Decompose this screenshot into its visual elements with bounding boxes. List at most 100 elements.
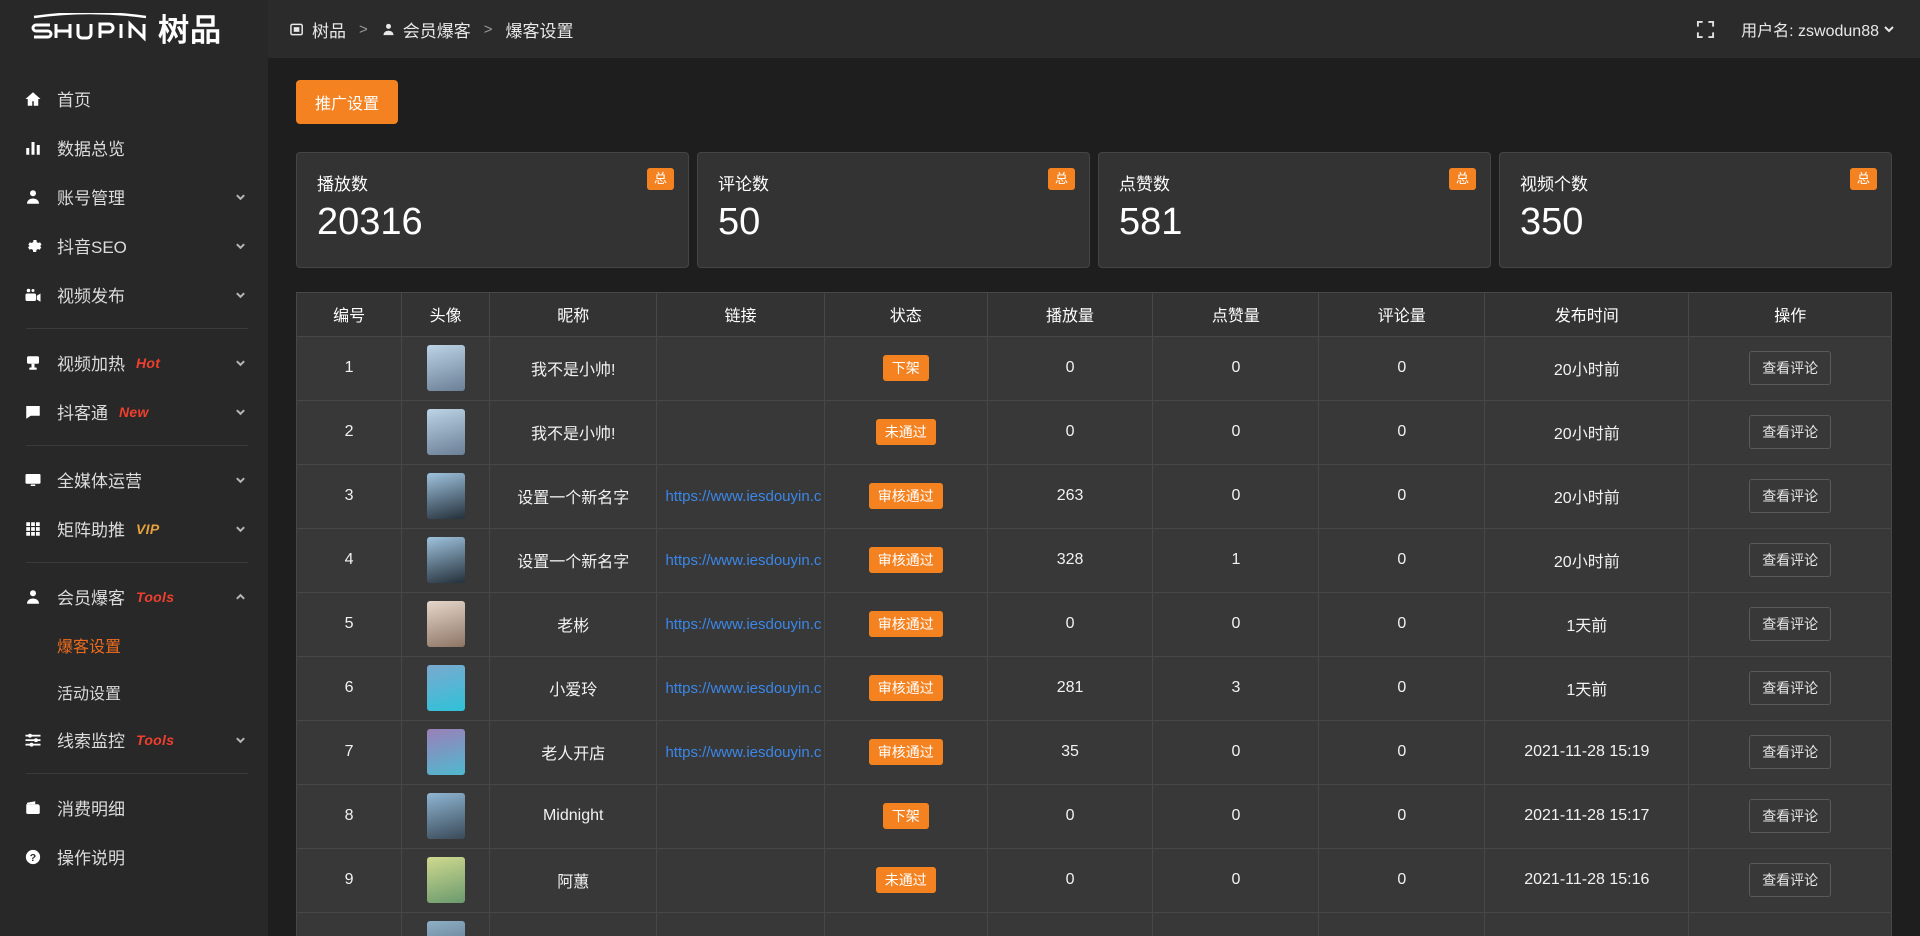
cell-status: 未通过: [823, 847, 988, 913]
breadcrumb-label: 会员爆客: [402, 21, 471, 41]
view-comments-button[interactable]: 查看评论: [1749, 863, 1832, 898]
cell-link[interactable]: https://www.iesdouyin.c: [656, 463, 825, 529]
video-link[interactable]: https://www.iesdouyin.c: [665, 743, 822, 761]
chart-bar-icon: [22, 137, 44, 159]
sidebar-item-label: 全媒体运营: [57, 472, 142, 491]
cell-link: [656, 847, 825, 913]
sidebar-nav: 首页 数据总览 账号管理 抖: [0, 58, 268, 936]
app-icon: [290, 22, 305, 37]
cell-comments: 0: [1318, 591, 1486, 657]
sidebar-item-video-publish[interactable]: 视频发布: [0, 270, 268, 319]
view-comments-button[interactable]: 查看评论: [1749, 479, 1832, 514]
sidebar-subitem-baoke-settings[interactable]: 爆客设置: [0, 621, 268, 668]
cell-nickname: 我不是小帅!: [488, 335, 658, 401]
view-comments-button[interactable]: 查看评论: [1749, 799, 1832, 834]
sidebar-item-consumption-details[interactable]: 消费明细: [0, 783, 268, 832]
sidebar-item-tag: Tools: [136, 731, 175, 748]
cell-likes: [1152, 911, 1320, 936]
sidebar-item-lead-monitoring[interactable]: 线索监控 Tools: [0, 715, 268, 764]
sidebar-item-account-management[interactable]: 账号管理: [0, 172, 268, 221]
view-comments-button[interactable]: 查看评论: [1749, 543, 1832, 578]
cell-plays: 35: [986, 719, 1154, 785]
cell-status: 审核通过: [823, 655, 988, 721]
view-comments-button[interactable]: 查看评论: [1749, 671, 1832, 706]
view-comments-button[interactable]: 查看评论: [1749, 735, 1832, 770]
cell-plays: 281: [986, 655, 1154, 721]
sidebar-item-douyin-seo[interactable]: 抖音SEO: [0, 221, 268, 270]
monitor-icon: [22, 469, 44, 491]
cell-id: 7: [295, 719, 403, 785]
cell-avatar: [401, 399, 490, 465]
cell-publish-time: 1天前: [1484, 591, 1690, 657]
stat-card-badge: 总: [1849, 168, 1877, 191]
cell-publish-time: 20小时前: [1484, 527, 1690, 593]
sidebar-item-member-baoke[interactable]: 会员爆客 Tools: [0, 572, 268, 621]
sidebar-item-home[interactable]: 首页: [0, 74, 268, 123]
breadcrumb-item-member-baoke[interactable]: 会员爆客: [381, 17, 471, 42]
sidebar-item-tag: Tools: [136, 588, 175, 605]
cell-plays: 0: [986, 335, 1154, 401]
sidebar-item-video-boost[interactable]: 视频加热 Hot: [0, 338, 268, 387]
cell-plays: 328: [986, 527, 1154, 593]
sidebar-item-matrix-boost[interactable]: 矩阵助推 VIP: [0, 504, 268, 553]
table-row: 4 设置一个新名字 https://www.iesdouyin.c 审核通过 328 1 0…: [295, 527, 1892, 593]
cell-status: 下架: [823, 783, 988, 849]
sidebar-subitem-label: 爆客设置: [57, 638, 122, 656]
sidebar-item-tag: New: [119, 403, 149, 420]
cell-plays: [986, 911, 1154, 936]
chevron-down-icon: [235, 734, 246, 745]
cell-likes: 3: [1152, 655, 1320, 721]
sidebar-item-omnimedia-operations[interactable]: 全媒体运营: [0, 455, 268, 504]
cell-link[interactable]: https://www.iesdouyin.c: [656, 719, 825, 785]
sidebar-item-label: 会员爆客: [57, 589, 125, 608]
brand-logo[interactable]: 树品: [0, 0, 268, 58]
cell-action: 查看评论: [1688, 591, 1892, 657]
promo-settings-button[interactable]: 推广设置: [296, 80, 399, 124]
question-icon: ?: [22, 846, 44, 868]
cell-likes: 0: [1152, 847, 1320, 913]
sidebar-subitem-label: 活动设置: [57, 685, 122, 703]
stat-card-comments: 评论数 50 总: [697, 152, 1090, 268]
sidebar-item-douketong[interactable]: 抖客通 New: [0, 387, 268, 436]
cell-id: 1: [295, 335, 403, 401]
sidebar-item-label: 视频发布: [57, 287, 125, 306]
brand-logo-cn: 树品: [158, 13, 222, 48]
sidebar-item-instructions[interactable]: ? 操作说明: [0, 832, 268, 881]
cell-id: 9: [295, 847, 403, 913]
view-comments-button[interactable]: 查看评论: [1749, 607, 1832, 642]
cell-comments: 0: [1318, 463, 1486, 529]
cell-comments: 0: [1318, 399, 1486, 465]
stat-card-value: 581: [1119, 201, 1183, 243]
cell-nickname: 老人开店: [488, 719, 658, 785]
video-link[interactable]: https://www.iesdouyin.c: [665, 615, 822, 633]
sidebar-subitem-activity-settings[interactable]: 活动设置: [0, 668, 268, 715]
cell-comments: 0: [1318, 719, 1486, 785]
cell-link[interactable]: https://www.iesdouyin.c: [656, 591, 825, 657]
column-header-action: 操作: [1688, 291, 1892, 337]
status-badge: 下架: [882, 355, 929, 382]
video-link[interactable]: https://www.iesdouyin.c: [665, 679, 822, 697]
cell-link[interactable]: https://www.iesdouyin.c: [656, 527, 825, 593]
cell-link[interactable]: https://www.iesdouyin.c: [656, 655, 825, 721]
sidebar-item-label: 账号管理: [57, 189, 125, 208]
cell-publish-time: 2021-11-28 15:17: [1484, 783, 1690, 849]
table-row: 7 老人开店 https://www.iesdouyin.c 审核通过 35 0 0 2021…: [295, 719, 1892, 785]
sidebar-item-label: 线索监控: [57, 732, 125, 751]
view-comments-button[interactable]: 查看评论: [1749, 351, 1832, 386]
user-menu[interactable]: 用户名: zswodun88: [1741, 17, 1895, 41]
status-badge: 审核通过: [868, 483, 943, 510]
breadcrumb-item-root[interactable]: 树品: [290, 17, 346, 42]
user-icon: [22, 186, 44, 208]
sidebar-item-data-overview[interactable]: 数据总览: [0, 123, 268, 172]
cell-likes: 0: [1152, 783, 1320, 849]
video-link[interactable]: https://www.iesdouyin.c: [665, 551, 822, 569]
page-content: 推广设置 播放数 20316 总 评论数 50 总 点赞数 581 总: [268, 58, 1920, 936]
fullscreen-icon[interactable]: [1696, 20, 1715, 39]
video-link[interactable]: https://www.iesdouyin.c: [665, 487, 822, 505]
view-comments-button[interactable]: 查看评论: [1749, 415, 1832, 450]
table-row: 3 设置一个新名字 https://www.iesdouyin.c 审核通过 263 0 0…: [295, 463, 1892, 529]
stat-card-title: 评论数: [718, 175, 769, 194]
chevron-down-icon: [235, 240, 246, 251]
cell-action: 查看评论: [1688, 463, 1892, 529]
status-badge: 未通过: [875, 867, 936, 894]
